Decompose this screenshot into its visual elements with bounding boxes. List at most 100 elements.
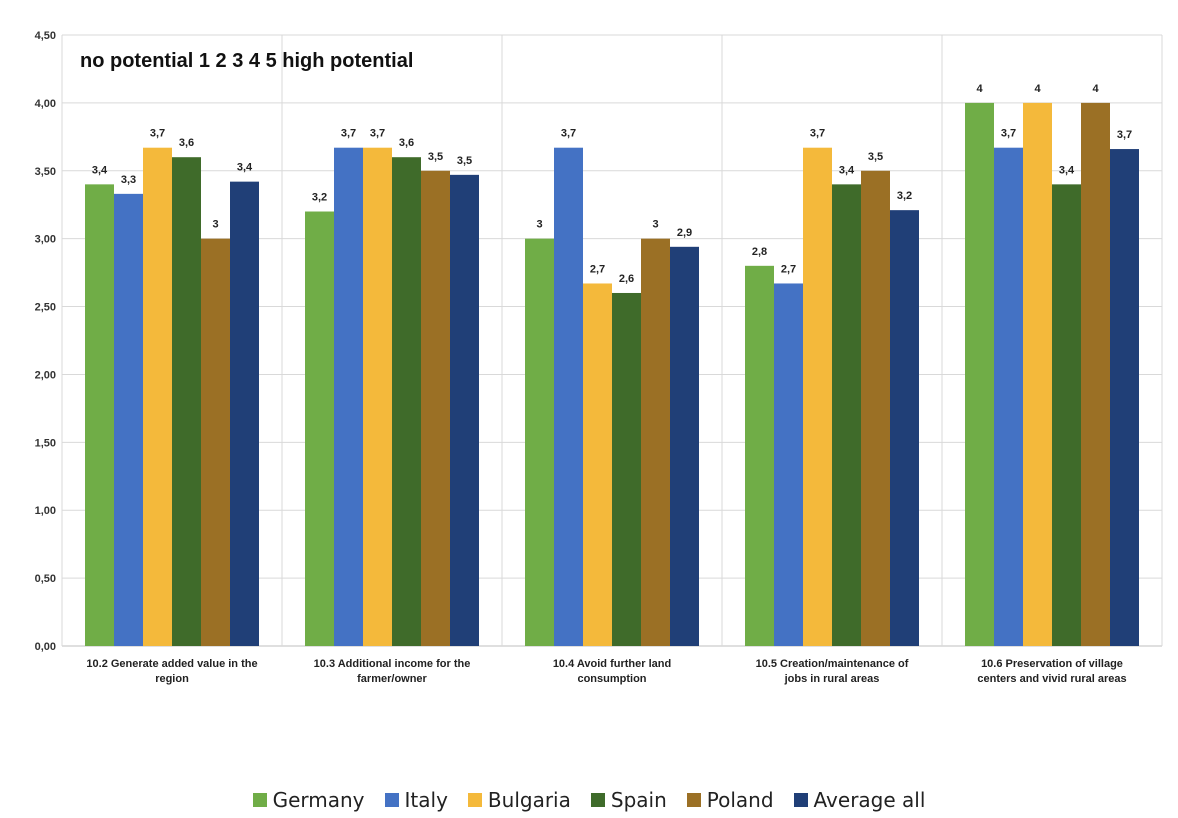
y-tick-label: 2,00 [35, 369, 56, 381]
bar-italy [334, 147, 363, 646]
data-label: 3 [652, 219, 658, 231]
bar-average-all [670, 246, 699, 646]
legend-label: Average all [813, 788, 926, 812]
bar-spain [1052, 184, 1081, 646]
bar-bulgaria [583, 283, 612, 646]
bar-poland [201, 238, 230, 646]
bar-germany [85, 184, 114, 646]
data-label: 3,6 [399, 137, 414, 149]
bar-spain [392, 157, 421, 646]
x-tick-label: farmer/owner [357, 673, 427, 685]
y-tick-label: 1,50 [35, 437, 56, 449]
data-label: 3,4 [92, 164, 108, 176]
x-tick-label: 10.4 Avoid further land [553, 658, 671, 670]
bar-italy [994, 147, 1023, 646]
bar-germany [745, 265, 774, 646]
x-tick-label: region [155, 673, 189, 685]
legend-swatch [467, 793, 482, 807]
legend-item: Bulgaria [467, 788, 571, 812]
legend-label: Poland [706, 788, 774, 812]
bar-bulgaria [1023, 102, 1052, 646]
data-label: 3,3 [121, 174, 136, 186]
data-label: 2,8 [752, 246, 767, 258]
bar-spain [172, 157, 201, 646]
data-label: 3,7 [810, 128, 825, 140]
legend-swatch [384, 793, 399, 807]
data-label: 2,9 [677, 227, 692, 239]
bar-italy [774, 283, 803, 646]
legend-swatch [686, 793, 701, 807]
data-label: 3,7 [341, 128, 356, 140]
data-label: 3,6 [179, 137, 194, 149]
x-tick-label: 10.6 Preservation of village [981, 658, 1123, 670]
chart-title: no potential 1 2 3 4 5 high potential [80, 50, 413, 72]
legend-label: Germany [272, 788, 365, 812]
x-tick-label: consumption [577, 673, 646, 685]
y-tick-label: 2,50 [35, 302, 56, 314]
data-label: 3,4 [1059, 164, 1075, 176]
x-tick-label: 10.5 Creation/maintenance of [756, 658, 909, 670]
bar-bulgaria [363, 147, 392, 646]
data-label: 3,7 [1117, 129, 1132, 141]
bar-bulgaria [803, 147, 832, 646]
data-label: 3,5 [428, 151, 443, 163]
bar-germany [525, 238, 554, 646]
y-tick-label: 4,50 [35, 30, 56, 42]
legend-item: Average all [793, 788, 926, 812]
data-label: 4 [1034, 83, 1041, 95]
x-tick-label: 10.2 Generate added value in the [86, 658, 257, 670]
bar-poland [861, 170, 890, 646]
bar-italy [554, 147, 583, 646]
bar-average-all [450, 174, 479, 646]
data-label: 3,7 [370, 128, 385, 140]
legend-item: Germany [252, 788, 365, 812]
legend-swatch [590, 793, 605, 807]
bar-spain [612, 292, 641, 646]
legend-item: Poland [686, 788, 774, 812]
bar-bulgaria [143, 147, 172, 646]
y-tick-label: 0,00 [35, 641, 56, 653]
y-tick-label: 4,00 [35, 98, 56, 110]
data-label: 3,2 [312, 192, 327, 204]
data-label: 2,6 [619, 273, 634, 285]
bar-poland [641, 238, 670, 646]
legend-label: Italy [404, 788, 448, 812]
data-label: 3,5 [457, 155, 472, 167]
bar-average-all [1110, 149, 1139, 646]
data-label: 3 [536, 219, 542, 231]
legend-label: Bulgaria [487, 788, 571, 812]
bar-poland [421, 170, 450, 646]
data-label: 3,4 [237, 162, 253, 174]
data-label: 3,7 [150, 128, 165, 140]
y-tick-label: 3,00 [35, 234, 56, 246]
bar-italy [114, 193, 143, 647]
data-label: 4 [1092, 83, 1099, 95]
x-tick-label: 10.3 Additional income for the [314, 658, 471, 670]
data-label: 2,7 [781, 263, 796, 275]
bar-average-all [890, 210, 919, 647]
legend-item: Spain [590, 788, 667, 812]
legend-swatch [793, 793, 808, 807]
data-label: 2,7 [590, 263, 605, 275]
data-label: 3,7 [1001, 128, 1016, 140]
data-label: 3,4 [839, 164, 855, 176]
x-tick-label: centers and vivid rural areas [977, 673, 1126, 685]
bar-poland [1081, 102, 1110, 646]
legend-item: Italy [384, 788, 448, 812]
bar-germany [965, 102, 994, 646]
bar-average-all [230, 181, 259, 646]
x-tick-label: jobs in rural areas [784, 673, 880, 685]
bar-germany [305, 211, 334, 646]
bar-spain [832, 184, 861, 646]
chart-legend: Germany Italy Bulgaria Spain Poland Average a… [0, 784, 1178, 816]
data-label: 3,5 [868, 151, 883, 163]
y-tick-label: 0,50 [35, 573, 56, 585]
data-label: 3,2 [897, 190, 912, 202]
data-label: 4 [976, 83, 983, 95]
legend-label: Spain [610, 788, 667, 812]
legend-swatch [252, 793, 267, 807]
data-label: 3 [212, 219, 218, 231]
y-tick-label: 3,50 [35, 166, 56, 178]
